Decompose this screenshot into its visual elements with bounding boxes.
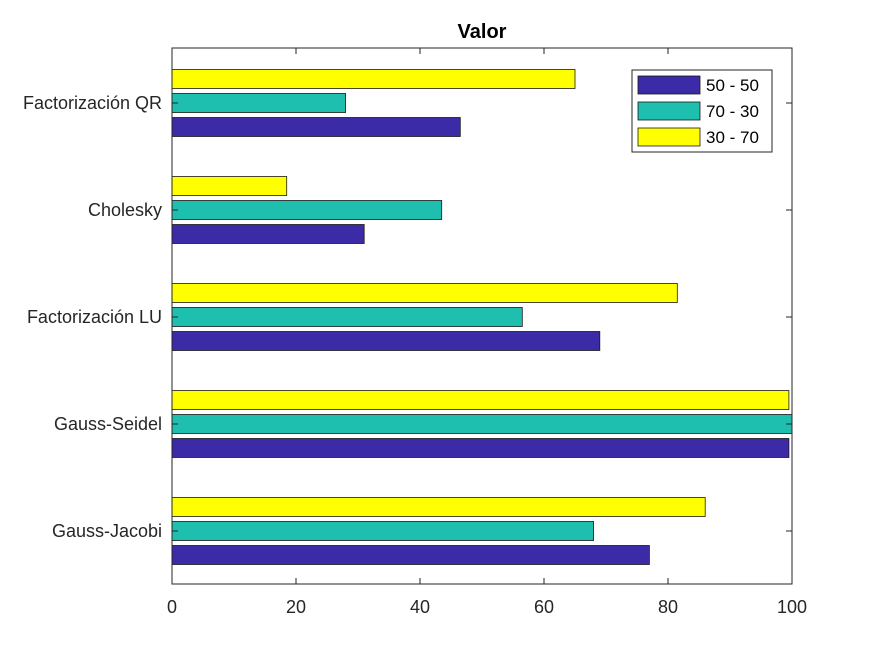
bar-gauss-jacobi-2: [171, 521, 595, 541]
y-tick-label: Factorización QR: [23, 93, 162, 113]
bar-factorizaci-n-lu-2: [171, 307, 523, 327]
legend: 50 - 50 70 - 30 30 - 70: [631, 69, 773, 153]
bar-factorizaci-n-qr-3: [171, 69, 576, 89]
x-tick-label: 0: [167, 597, 177, 617]
legend-items: 50 - 50 70 - 30 30 - 70: [637, 75, 759, 147]
y-tick-label: Gauss-Jacobi: [52, 521, 162, 541]
legend-swatch: [637, 127, 701, 147]
bar-gauss-jacobi-3: [171, 497, 706, 517]
bar-gauss-seidel-1: [171, 438, 790, 458]
y-tick-label: Gauss-Seidel: [54, 414, 162, 434]
bar-cholesky-2: [171, 200, 443, 220]
bar-gauss-seidel-3: [171, 390, 790, 410]
legend-label: 30 - 70: [706, 128, 759, 147]
legend-swatch: [637, 101, 701, 121]
x-tick-label: 20: [286, 597, 306, 617]
chart-title: Valor: [458, 21, 507, 43]
bar-gauss-jacobi-1: [171, 545, 650, 565]
ticks-layer: Gauss-Jacobi Gauss-Seidel Factorización LU…: [23, 48, 807, 617]
bar-gauss-seidel-2: [171, 414, 793, 434]
legend-label: 70 - 30: [706, 102, 759, 121]
x-tick-label: 40: [410, 597, 430, 617]
bar-factorizaci-n-qr-2: [171, 93, 347, 113]
legend-swatch: [637, 75, 701, 95]
bar-factorizaci-n-lu-1: [171, 331, 601, 351]
plot-frame: [171, 47, 793, 585]
x-tick-label: 100: [777, 597, 807, 617]
bar-cholesky-3: [171, 176, 288, 196]
y-tick-label: Cholesky: [88, 200, 162, 220]
x-tick-label: 80: [658, 597, 678, 617]
y-tick-label: Factorización LU: [27, 307, 162, 327]
legend-label: 50 - 50: [706, 76, 759, 95]
bar-factorizaci-n-lu-3: [171, 283, 678, 303]
bar-factorizaci-n-qr-1: [171, 117, 461, 137]
bar-cholesky-1: [171, 224, 365, 244]
x-tick-label: 60: [534, 597, 554, 617]
